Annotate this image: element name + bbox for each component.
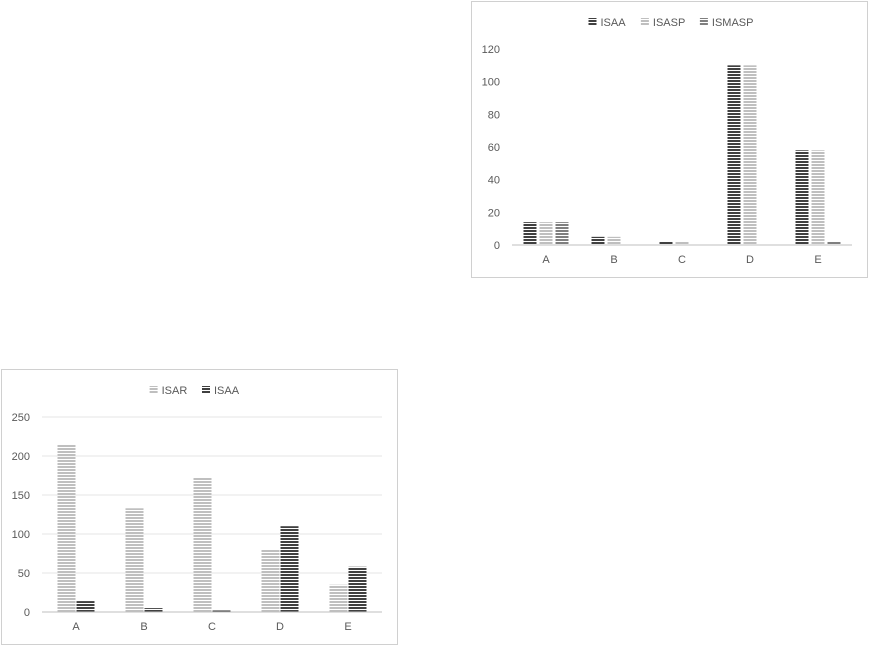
bar-isar-e — [329, 584, 348, 612]
bar-isaa-b — [591, 236, 605, 245]
x-tick-label: D — [276, 621, 284, 633]
legend-label: ISASP — [653, 17, 685, 29]
bar-isar-d — [261, 549, 280, 612]
y-tick-label: 150 — [12, 490, 30, 502]
bar-isaa-d — [727, 65, 741, 245]
bar-isar-c — [193, 477, 212, 612]
bar-isasp-a — [539, 222, 553, 245]
chart-top: 0 20 40 60 80 100 120 A B C D E ISAA ISASP ISMASP — [471, 1, 868, 278]
legend-swatch — [202, 386, 210, 394]
bar-isar-a — [57, 444, 76, 612]
x-tick-label: C — [678, 254, 686, 266]
x-tick-label: A — [72, 621, 80, 633]
bar-ismasp-e — [827, 241, 841, 245]
legend-label: ISAA — [601, 17, 627, 29]
y-tick-label: 80 — [488, 109, 500, 121]
bar-isar-b — [125, 508, 144, 612]
y-tick-label: 0 — [24, 607, 30, 619]
legend-swatch — [149, 386, 158, 394]
x-tick-label: C — [208, 621, 216, 633]
chart-bottom-svg: 0 50 100 150 200 250 A B C D E ISAR ISAA — [12, 385, 382, 633]
bar-isasp-e — [811, 150, 825, 245]
y-tick-label: 250 — [12, 412, 30, 424]
y-tick-label: 20 — [488, 207, 500, 219]
chart-top-svg: 0 20 40 60 80 100 120 A B C D E ISAA ISASP ISMASP — [482, 17, 852, 266]
y-tick-label: 50 — [18, 568, 30, 580]
bar-isaa-c — [212, 610, 231, 612]
x-tick-label: B — [140, 621, 147, 633]
bar-isaa-d — [280, 526, 299, 612]
y-tick-label: 60 — [488, 142, 500, 154]
y-tick-label: 0 — [494, 240, 500, 252]
y-tick-label: 100 — [482, 77, 500, 89]
x-tick-label: E — [344, 621, 351, 633]
bar-isaa-a — [523, 222, 537, 245]
x-tick-label: E — [814, 254, 821, 266]
bar-isasp-d — [743, 65, 757, 245]
x-tick-label: D — [746, 254, 754, 266]
legend-label: ISAR — [162, 385, 188, 397]
bar-isasp-c — [675, 241, 689, 245]
bar-ismasp-a — [555, 222, 569, 245]
legend-swatch — [640, 18, 649, 26]
legend-label: ISAA — [214, 385, 240, 397]
y-tick-label: 40 — [488, 175, 500, 187]
chart-bottom: 0 50 100 150 200 250 A B C D E ISAR ISAA — [1, 369, 398, 645]
x-tick-label: A — [542, 254, 550, 266]
y-tick-label: 120 — [482, 44, 500, 56]
bar-isaa-e — [348, 566, 367, 612]
x-tick-label: B — [610, 254, 617, 266]
bar-isaa-a — [76, 601, 95, 612]
bar-isaa-e — [795, 150, 809, 245]
bar-isaa-b — [144, 608, 163, 612]
bar-isasp-b — [607, 236, 621, 245]
legend-swatch — [699, 18, 708, 26]
bar-isaa-c — [659, 241, 673, 245]
legend-label: ISMASP — [712, 17, 754, 29]
y-tick-label: 100 — [12, 529, 30, 541]
y-tick-label: 200 — [12, 451, 30, 463]
legend-swatch — [588, 18, 597, 26]
